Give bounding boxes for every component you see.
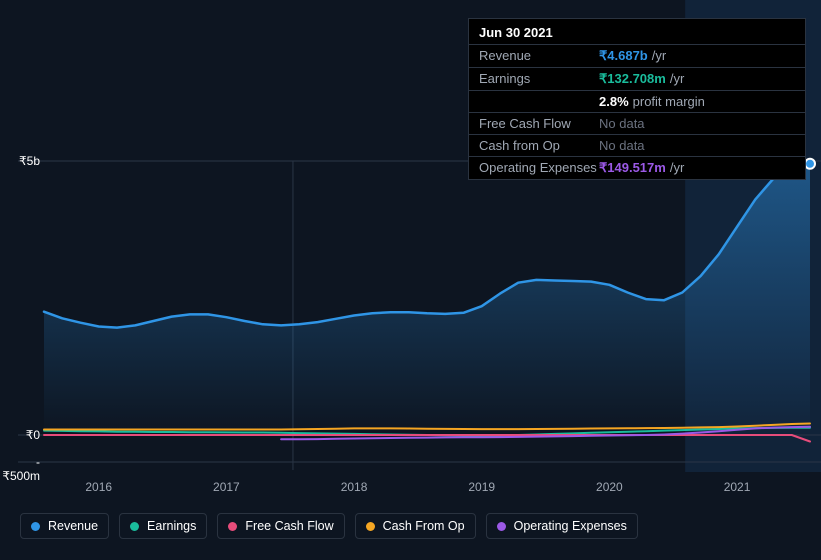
- legend-dot-icon: [366, 522, 375, 531]
- chart-tooltip: Jun 30 2021 Revenue₹4.687b/yrEarnings₹13…: [468, 18, 806, 180]
- tooltip-row-label: Operating Expenses: [479, 160, 599, 176]
- tooltip-row-value: ₹4.687b/yr: [599, 48, 795, 64]
- x-tick-label: 2017: [213, 480, 240, 494]
- legend-dot-icon: [31, 522, 40, 531]
- legend-label: Operating Expenses: [514, 519, 627, 533]
- x-tick-label: 2016: [85, 480, 112, 494]
- tooltip-row: Revenue₹4.687b/yr: [469, 44, 805, 67]
- y-tick-label: ₹5b: [19, 154, 40, 168]
- legend-dot-icon: [497, 522, 506, 531]
- legend-dot-icon: [130, 522, 139, 531]
- legend-item-cfo[interactable]: Cash From Op: [355, 513, 476, 539]
- legend-label: Earnings: [147, 519, 196, 533]
- chart-legend: Revenue Earnings Free Cash Flow Cash From O…: [20, 513, 638, 539]
- legend-dot-icon: [228, 522, 237, 531]
- y-tick-label: -₹500m: [0, 455, 40, 483]
- tooltip-row-value: ₹132.708m/yr: [599, 71, 795, 87]
- x-tick-label: 2018: [341, 480, 368, 494]
- x-tick-label: 2021: [724, 480, 751, 494]
- legend-item-fcf[interactable]: Free Cash Flow: [217, 513, 344, 539]
- legend-item-opex[interactable]: Operating Expenses: [486, 513, 638, 539]
- tooltip-row-value: 2.8%profit margin: [599, 94, 795, 109]
- legend-item-revenue[interactable]: Revenue: [20, 513, 109, 539]
- tooltip-row-value: ₹149.517m/yr: [599, 160, 795, 176]
- legend-item-earnings[interactable]: Earnings: [119, 513, 207, 539]
- tooltip-row: 2.8%profit margin: [469, 90, 805, 112]
- tooltip-row-label: Cash from Op: [479, 138, 599, 153]
- tooltip-row-label: Free Cash Flow: [479, 116, 599, 131]
- x-tick-label: 2020: [596, 480, 623, 494]
- tooltip-row-label: Earnings: [479, 71, 599, 87]
- tooltip-row: Operating Expenses₹149.517m/yr: [469, 156, 805, 179]
- tooltip-row: Free Cash FlowNo data: [469, 112, 805, 134]
- y-tick-label: ₹0: [26, 428, 40, 442]
- legend-label: Cash From Op: [383, 519, 465, 533]
- tooltip-row: Earnings₹132.708m/yr: [469, 67, 805, 90]
- tooltip-row-value: No data: [599, 116, 795, 131]
- tooltip-row-label: Revenue: [479, 48, 599, 64]
- legend-label: Free Cash Flow: [245, 519, 333, 533]
- tooltip-row: Cash from OpNo data: [469, 134, 805, 156]
- x-tick-label: 2019: [468, 480, 495, 494]
- tooltip-row-value: No data: [599, 138, 795, 153]
- tooltip-row-label: [479, 94, 599, 109]
- legend-label: Revenue: [48, 519, 98, 533]
- tooltip-date: Jun 30 2021: [469, 19, 805, 44]
